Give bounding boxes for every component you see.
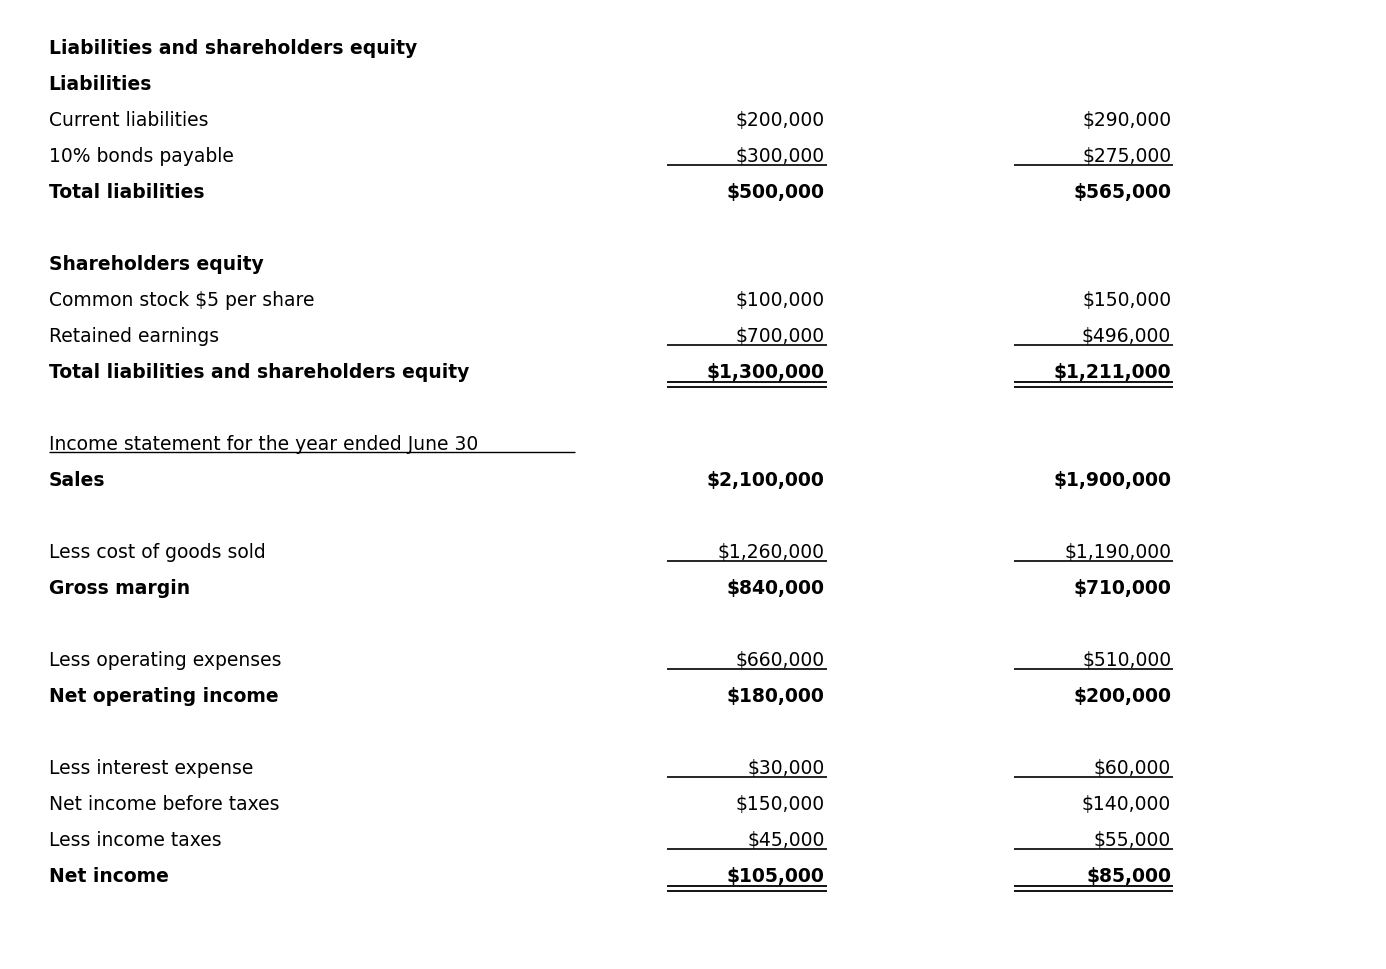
Text: $200,000: $200,000 [1073,686,1171,705]
Text: Total liabilities: Total liabilities [49,183,204,202]
Text: $660,000: $660,000 [736,650,825,670]
Text: Net income before taxes: Net income before taxes [49,795,279,813]
Text: $85,000: $85,000 [1087,866,1171,885]
Text: $30,000: $30,000 [747,758,825,777]
Text: $300,000: $300,000 [736,146,825,166]
Text: Less interest expense: Less interest expense [49,758,252,777]
Text: $1,900,000: $1,900,000 [1053,470,1171,489]
Text: Less operating expenses: Less operating expenses [49,650,281,670]
Text: Sales: Sales [49,470,105,489]
Text: Less cost of goods sold: Less cost of goods sold [49,543,265,561]
Text: Gross margin: Gross margin [49,578,190,597]
Text: $565,000: $565,000 [1073,183,1171,202]
Text: $200,000: $200,000 [736,110,825,130]
Text: $150,000: $150,000 [1082,291,1171,310]
Text: $500,000: $500,000 [726,183,825,202]
Text: Current liabilities: Current liabilities [49,110,208,130]
Text: Net income: Net income [49,866,168,885]
Text: Net operating income: Net operating income [49,686,279,705]
Text: $140,000: $140,000 [1082,795,1171,813]
Text: Shareholders equity: Shareholders equity [49,255,263,273]
Text: $1,260,000: $1,260,000 [718,543,825,561]
Text: $55,000: $55,000 [1094,830,1171,849]
Text: $100,000: $100,000 [736,291,825,310]
Text: $1,300,000: $1,300,000 [707,362,825,382]
Text: $180,000: $180,000 [726,686,825,705]
Text: $840,000: $840,000 [726,578,825,597]
Text: $496,000: $496,000 [1082,327,1171,346]
Text: $1,190,000: $1,190,000 [1064,543,1171,561]
Text: $1,211,000: $1,211,000 [1053,362,1171,382]
Text: $710,000: $710,000 [1073,578,1171,597]
Text: $290,000: $290,000 [1082,110,1171,130]
Text: Common stock $5 per share: Common stock $5 per share [49,291,315,310]
Text: $700,000: $700,000 [736,327,825,346]
Text: $45,000: $45,000 [747,830,825,849]
Text: Less income taxes: Less income taxes [49,830,222,849]
Text: $150,000: $150,000 [736,795,825,813]
Text: Liabilities and shareholders equity: Liabilities and shareholders equity [49,39,417,58]
Text: Retained earnings: Retained earnings [49,327,219,346]
Text: $2,100,000: $2,100,000 [707,470,825,489]
Text: 10% bonds payable: 10% bonds payable [49,146,233,166]
Text: $275,000: $275,000 [1082,146,1171,166]
Text: Income statement for the year ended June 30: Income statement for the year ended June… [49,434,478,453]
Text: $510,000: $510,000 [1082,650,1171,670]
Text: $60,000: $60,000 [1094,758,1171,777]
Text: Total liabilities and shareholders equity: Total liabilities and shareholders equit… [49,362,468,382]
Text: $105,000: $105,000 [726,866,825,885]
Text: Liabilities: Liabilities [49,75,152,94]
